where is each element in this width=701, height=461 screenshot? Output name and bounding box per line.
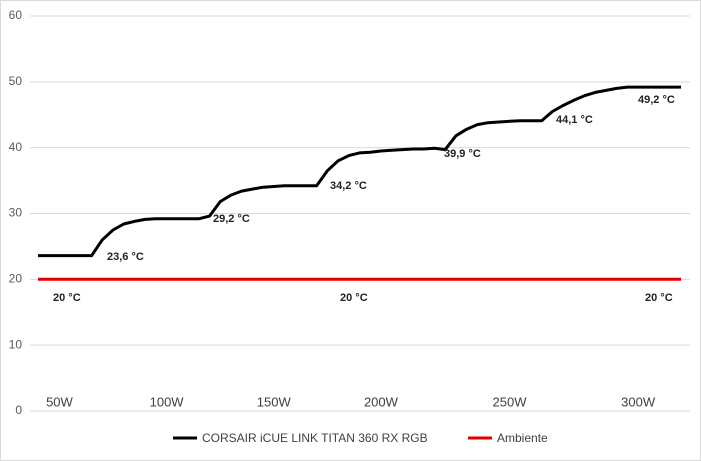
- legend-label: CORSAIR iCUE LINK TITAN 360 RX RGB: [202, 431, 428, 445]
- y-tick-label: 10: [9, 337, 23, 351]
- x-tick-label: 200W: [364, 394, 399, 409]
- x-tick-label: 50W: [46, 394, 73, 409]
- x-tick-label: 300W: [621, 394, 656, 409]
- y-tick-label: 0: [15, 403, 22, 417]
- data-annotation: 23,6 °C: [107, 251, 144, 263]
- x-tick-label: 250W: [493, 394, 528, 409]
- data-annotation: 44,1 °C: [556, 114, 593, 126]
- series-line: [38, 85, 681, 258]
- legend-label: Ambiente: [497, 431, 548, 445]
- data-annotation: 20 °C: [340, 292, 368, 304]
- y-tick-label: 20: [9, 272, 23, 286]
- x-tick-label: 150W: [257, 394, 292, 409]
- data-annotation: 39,9 °C: [444, 148, 481, 160]
- data-annotation: 29,2 °C: [213, 213, 250, 225]
- y-tick-label: 60: [9, 8, 23, 22]
- data-annotation: 20 °C: [53, 292, 81, 304]
- x-tick-label: 100W: [150, 394, 185, 409]
- data-annotation: 20 °C: [645, 292, 673, 304]
- data-annotation: 49,2 °C: [638, 94, 675, 106]
- y-tick-label: 50: [9, 74, 23, 88]
- data-annotation: 34,2 °C: [330, 180, 367, 192]
- y-tick-label: 30: [9, 206, 23, 220]
- y-tick-label: 40: [9, 140, 23, 154]
